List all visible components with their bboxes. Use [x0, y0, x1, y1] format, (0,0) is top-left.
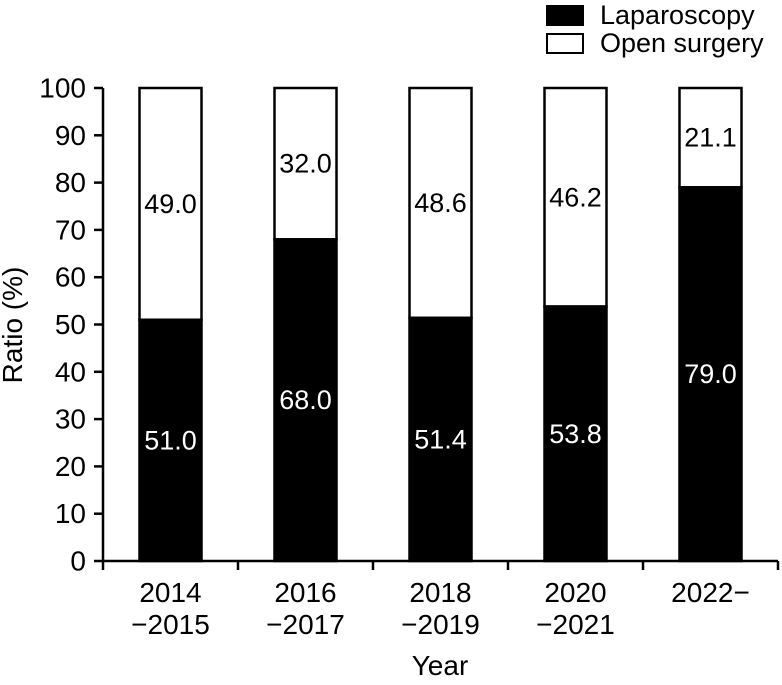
y-tick-label: 0: [70, 546, 86, 577]
open-surgery-value-label: 21.1: [684, 123, 737, 153]
laparoscopy-value-label: 53.8: [549, 419, 602, 449]
y-tick-label: 80: [55, 167, 86, 198]
bar-segment-laparoscopy: [543, 305, 608, 563]
legend-item-laparoscopy: Laparoscopy: [546, 1, 764, 29]
open-surgery-value-label: 48.6: [414, 188, 467, 218]
bar-segment-laparoscopy: [408, 316, 473, 563]
bar-segment-laparoscopy: [678, 186, 743, 563]
x-tick-label: −2019: [401, 609, 480, 640]
open-surgery-value-label: 46.2: [549, 182, 602, 212]
y-tick-label: 90: [55, 120, 86, 151]
laparoscopy-value-label: 51.0: [144, 425, 197, 455]
laparoscopy-value-label: 79.0: [684, 359, 737, 389]
x-axis-title: Year: [412, 650, 469, 681]
open-surgery-value-label: 32.0: [279, 149, 332, 179]
x-tick-label: 2014: [139, 577, 201, 608]
bar-segment-open-surgery: [273, 86, 338, 241]
x-tick-label: 2020: [544, 577, 606, 608]
y-tick-label: 20: [55, 451, 86, 482]
bar-segment-open-surgery: [408, 86, 473, 320]
bar-segment-open-surgery: [543, 86, 608, 308]
bar-segment-laparoscopy: [138, 318, 203, 563]
x-tick-label: 2016: [274, 577, 336, 608]
legend-item-open-surgery: Open surgery: [546, 29, 764, 57]
laparoscopy-value-label: 68.0: [279, 385, 332, 415]
x-tick-label: 2018: [409, 577, 471, 608]
open-surgery-value-label: 49.0: [144, 189, 197, 219]
legend-label-laparoscopy: Laparoscopy: [600, 0, 755, 30]
bar-segment-open-surgery: [678, 86, 743, 189]
legend: Laparoscopy Open surgery: [546, 1, 764, 57]
x-tick-label: −2021: [536, 609, 615, 640]
laparoscopy-swatch-icon: [546, 4, 584, 26]
laparoscopy-value-label: 51.4: [414, 424, 467, 454]
y-tick-label: 60: [55, 262, 86, 293]
y-tick-label: 70: [55, 214, 86, 245]
y-tick-label: 100: [39, 73, 86, 104]
y-tick-label: 30: [55, 404, 86, 435]
plot-dynamic-layer: 0 10 20 30 40 50 60 70 80 90 100 49.0 51.0 2014−2015 3…: [39, 73, 780, 640]
y-tick-label: 50: [55, 309, 86, 340]
x-tick-label: 2022−: [671, 577, 750, 608]
y-tick-label: 10: [55, 498, 86, 529]
legend-label-open-surgery: Open surgery: [600, 28, 764, 58]
x-tick-label: −2015: [131, 609, 210, 640]
open-surgery-swatch-icon: [546, 32, 584, 54]
bar-segment-open-surgery: [138, 86, 203, 322]
bar-segment-laparoscopy: [273, 238, 338, 563]
y-axis-title: Ratio (%): [0, 267, 28, 384]
y-tick-label: 40: [55, 356, 86, 387]
x-tick-label: −2017: [266, 609, 345, 640]
